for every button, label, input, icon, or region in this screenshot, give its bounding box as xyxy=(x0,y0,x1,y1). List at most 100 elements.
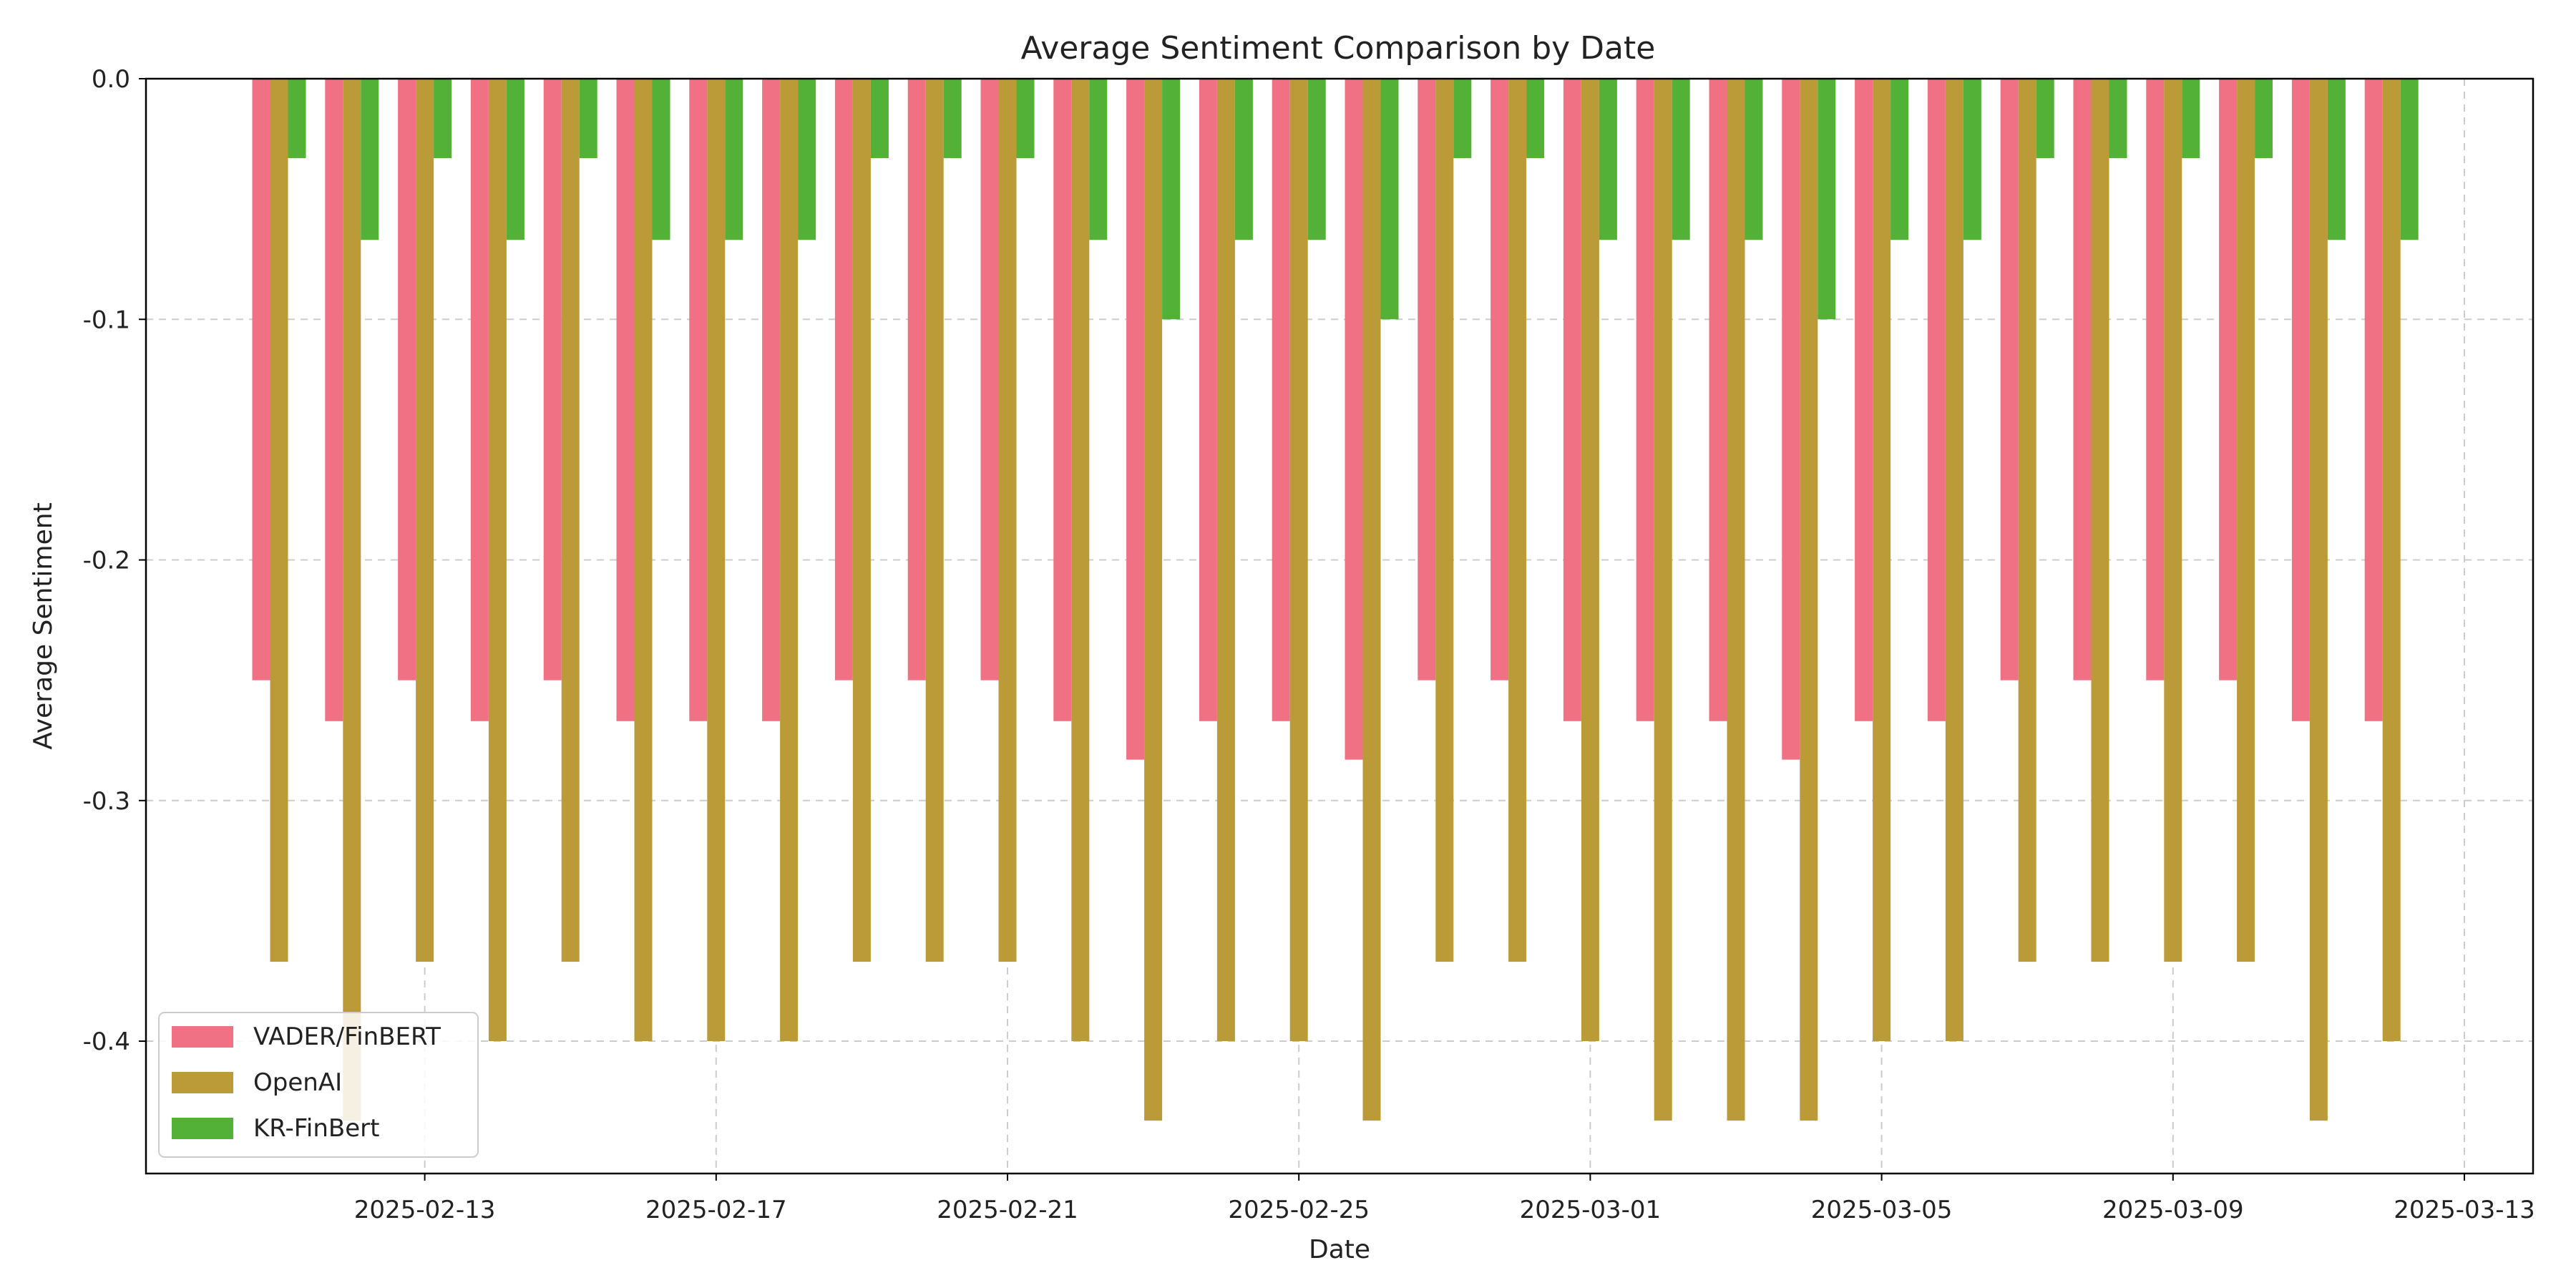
bar-vader-finbert xyxy=(1053,79,1072,721)
bar-vader-finbert xyxy=(1418,79,1436,680)
x-ticks: 2025-02-13 2025-02-17 2025-02-21 2025-02-25… xyxy=(354,1174,2535,1224)
bar-vader-finbert xyxy=(1709,79,1727,721)
legend-swatch xyxy=(172,1072,233,1093)
bar-vader-finbert xyxy=(1199,79,1217,721)
bar-vader-finbert xyxy=(616,79,635,721)
bar-vader-finbert xyxy=(2073,79,2092,680)
x-tick-label: 2025-02-25 xyxy=(1228,1196,1370,1224)
bar-kr-finbert xyxy=(2036,79,2054,158)
bar-kr-finbert xyxy=(870,79,889,158)
bar-kr-finbert xyxy=(1089,79,1108,240)
y-tick-label: -0.1 xyxy=(83,306,130,334)
bars-group xyxy=(252,79,2419,1121)
bar-kr-finbert xyxy=(2109,79,2127,158)
bar-vader-finbert xyxy=(1927,79,1946,721)
legend-swatch xyxy=(172,1026,233,1048)
bar-kr-finbert xyxy=(1307,79,1326,240)
y-tick-label: -0.2 xyxy=(83,547,130,575)
bar-openai xyxy=(707,79,726,1042)
bar-kr-finbert xyxy=(579,79,597,158)
bar-openai xyxy=(2164,79,2182,962)
bar-kr-finbert xyxy=(506,79,525,240)
bar-openai xyxy=(416,79,434,962)
bar-openai xyxy=(1727,79,1745,1121)
bar-openai xyxy=(1800,79,1818,1121)
bar-openai xyxy=(1362,79,1381,1121)
bar-vader-finbert xyxy=(907,79,926,680)
bar-openai xyxy=(1289,79,1308,1042)
bar-vader-finbert xyxy=(1636,79,1654,721)
bar-vader-finbert xyxy=(252,79,270,680)
legend: VADER/FinBERT OpenAI KR-FinBert xyxy=(158,1012,479,1158)
legend-label: OpenAI xyxy=(253,1068,342,1097)
bar-vader-finbert xyxy=(2364,79,2383,721)
bar-openai xyxy=(488,79,507,1042)
bar-kr-finbert xyxy=(1672,79,1690,240)
bar-vader-finbert xyxy=(1272,79,1290,721)
bar-vader-finbert xyxy=(2291,79,2310,721)
bar-openai xyxy=(343,79,361,1121)
bar-openai xyxy=(2382,79,2401,1042)
x-tick-label: 2025-02-13 xyxy=(354,1196,496,1224)
bar-openai xyxy=(1216,79,1235,1042)
bar-kr-finbert xyxy=(1380,79,1399,320)
bar-openai xyxy=(2309,79,2328,1121)
y-tick-label: -0.3 xyxy=(83,787,130,816)
bar-kr-finbert xyxy=(1234,79,1253,240)
x-tick-label: 2025-02-17 xyxy=(645,1196,787,1224)
bar-kr-finbert xyxy=(2327,79,2346,240)
bar-kr-finbert xyxy=(2255,79,2273,158)
legend-box xyxy=(158,1012,479,1158)
bar-openai xyxy=(1435,79,1454,962)
y-tick-label: 0.0 xyxy=(92,65,130,94)
x-tick-label: 2025-03-01 xyxy=(1520,1196,1662,1224)
bar-openai xyxy=(1144,79,1163,1121)
bar-vader-finbert xyxy=(2000,79,2019,680)
bar-openai xyxy=(2237,79,2255,962)
bar-kr-finbert xyxy=(798,79,816,240)
bar-kr-finbert xyxy=(1963,79,1981,240)
bar-openai xyxy=(270,79,288,962)
bar-vader-finbert xyxy=(980,79,999,680)
bar-kr-finbert xyxy=(1526,79,1545,158)
bar-vader-finbert xyxy=(470,79,489,721)
bar-vader-finbert xyxy=(1126,79,1145,760)
bar-openai xyxy=(1654,79,1672,1121)
bar-vader-finbert xyxy=(398,79,416,680)
x-tick-label: 2025-03-09 xyxy=(2102,1196,2244,1224)
bar-openai xyxy=(561,79,580,962)
legend-label: VADER/FinBERT xyxy=(253,1023,441,1051)
bar-kr-finbert xyxy=(725,79,743,240)
bar-kr-finbert xyxy=(2400,79,2419,240)
bar-kr-finbert xyxy=(361,79,379,240)
bar-openai xyxy=(1581,79,1599,1042)
bar-vader-finbert xyxy=(762,79,781,721)
bar-kr-finbert xyxy=(434,79,452,158)
y-ticks: 0.0 -0.1 -0.2 -0.3 -0.4 xyxy=(83,65,146,1056)
chart-title: Average Sentiment Comparison by Date xyxy=(1021,30,1656,67)
bar-vader-finbert xyxy=(689,79,708,721)
bar-vader-finbert xyxy=(2146,79,2165,680)
bar-vader-finbert xyxy=(543,79,562,680)
bar-vader-finbert xyxy=(834,79,853,680)
legend-swatch xyxy=(172,1118,233,1139)
bar-openai xyxy=(780,79,799,1042)
bar-openai xyxy=(852,79,871,962)
bar-kr-finbert xyxy=(1599,79,1617,240)
bar-openai xyxy=(925,79,944,962)
bar-kr-finbert xyxy=(1818,79,1836,320)
bar-kr-finbert xyxy=(1890,79,1909,240)
bar-vader-finbert xyxy=(2219,79,2238,680)
bar-openai xyxy=(2018,79,2036,962)
x-tick-label: 2025-03-13 xyxy=(2394,1196,2535,1224)
bar-kr-finbert xyxy=(1016,79,1035,158)
y-axis-label: Average Sentiment xyxy=(29,502,58,749)
bar-vader-finbert xyxy=(1855,79,1873,721)
x-axis-label: Date xyxy=(1309,1235,1370,1264)
bar-kr-finbert xyxy=(2182,79,2200,158)
bar-vader-finbert xyxy=(1782,79,1800,760)
bar-openai xyxy=(998,79,1017,962)
bar-kr-finbert xyxy=(1745,79,1763,240)
bar-vader-finbert xyxy=(325,79,343,721)
